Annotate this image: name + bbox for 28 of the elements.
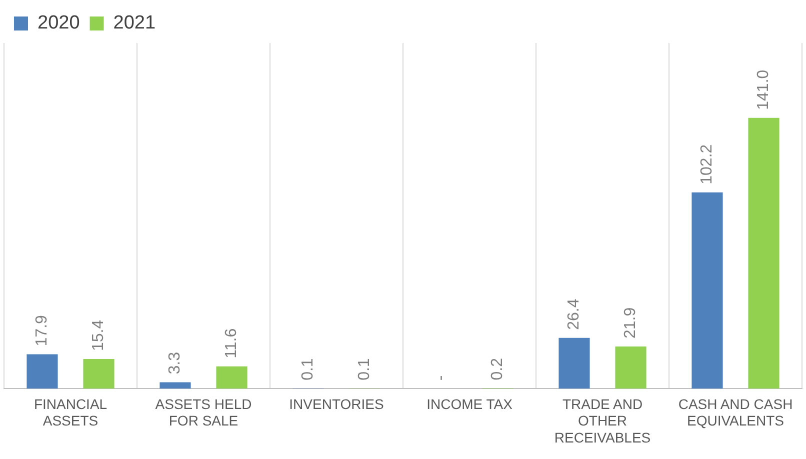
x-tick-label: CASH AND CASH EQUIVALENTS	[678, 396, 793, 429]
bar	[83, 359, 114, 389]
bar	[26, 354, 58, 389]
data-label: 15.4	[90, 320, 108, 352]
data-label: 11.6	[223, 328, 240, 358]
x-tick-label: ASSETS HELD FOR SALE	[155, 396, 252, 429]
x-tick-label: TRADE AND OTHER RECEIVABLES	[554, 396, 651, 446]
x-tick-label: FINANCIAL ASSETS	[34, 396, 108, 429]
text: -	[432, 375, 450, 381]
data-label: 17.9	[34, 314, 51, 346]
x-tick-label: INCOME TAX	[426, 396, 514, 412]
data-label: 21.9	[622, 307, 640, 339]
data-label: 141.0	[755, 70, 772, 110]
data-label: 3.3	[166, 352, 184, 374]
bar	[558, 338, 590, 389]
data-label: 102.2	[698, 144, 716, 184]
bar	[748, 118, 780, 389]
bar	[216, 366, 248, 389]
data-label: 0.1	[356, 358, 374, 380]
bar	[692, 192, 723, 389]
bar	[160, 382, 191, 389]
data-label: 0.1	[300, 358, 317, 380]
legend-label: 2021	[113, 12, 156, 34]
x-tick-label: INVENTORIES	[289, 396, 384, 412]
legend-label: 2020	[38, 12, 80, 34]
bar	[615, 346, 646, 389]
data-label: 0.2	[489, 358, 506, 380]
data-label: 26.4	[566, 298, 583, 330]
